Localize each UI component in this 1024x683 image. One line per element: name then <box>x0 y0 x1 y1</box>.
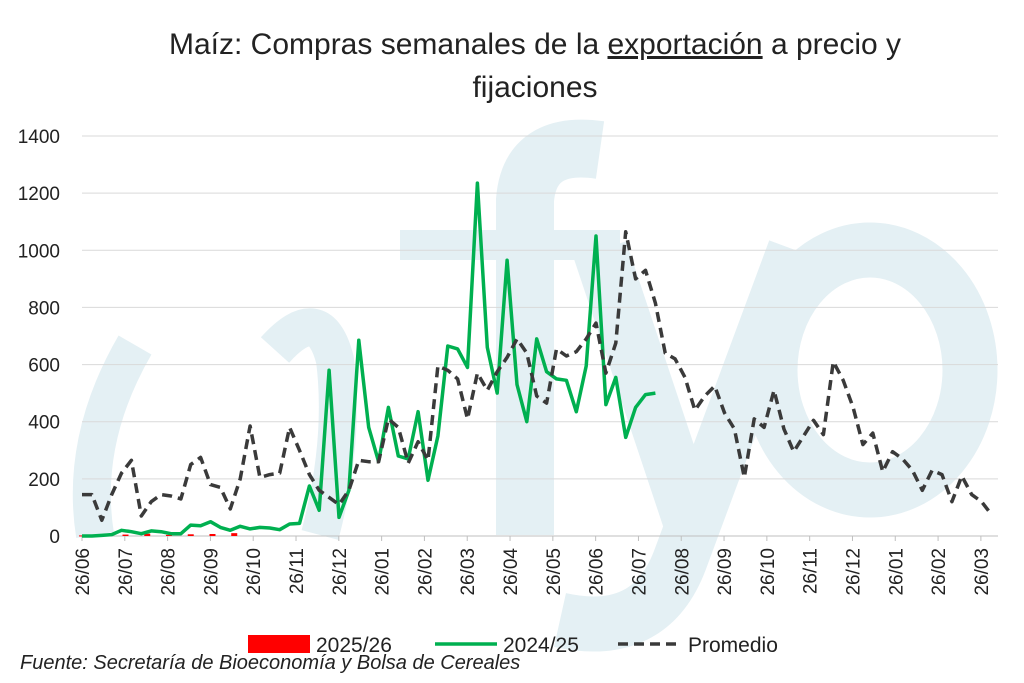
y-tick-label: 800 <box>28 298 60 319</box>
x-tick-label: 26/09 <box>715 548 736 596</box>
legend-label-promedio: Promedio <box>688 634 778 657</box>
x-tick-label: 26/03 <box>458 548 479 596</box>
x-tick-label: 26/05 <box>544 548 565 596</box>
x-tick-label: 26/01 <box>886 548 907 596</box>
watermark-f-stem <box>496 119 605 535</box>
x-tick-label: 26/11 <box>287 548 308 594</box>
x-tick-label: 26/02 <box>929 548 950 596</box>
bar-2025-26 <box>231 533 238 536</box>
legend-label-2024-25: 2024/25 <box>503 634 579 657</box>
y-tick-label: 1000 <box>18 241 60 262</box>
x-tick-label: 26/06 <box>587 548 608 596</box>
x-tick-label: 26/02 <box>415 548 436 596</box>
x-axis: 26/06 26/07 26/08 26/09 26/10 26/11 26/12 26/01… <box>73 535 998 596</box>
bar-2025-26 <box>209 534 216 536</box>
bar-2025-26 <box>144 533 151 536</box>
chart-title-line2: fijaciones <box>472 71 597 104</box>
x-tick-label: 26/09 <box>201 548 222 596</box>
legend: 2025/26 2024/25 Promedio <box>248 634 778 657</box>
y-tick-label: 0 <box>49 527 60 548</box>
legend-label-2025-26: 2025/26 <box>316 634 392 657</box>
x-tick-label: 26/07 <box>629 548 650 596</box>
bar-2025-26 <box>187 534 194 536</box>
series <box>79 181 993 538</box>
x-tick-label: 26/06 <box>73 548 94 596</box>
x-tick-label: 26/08 <box>672 548 693 596</box>
watermark-y <box>554 240 821 652</box>
y-tick-label: 600 <box>28 356 60 377</box>
watermark-logo <box>72 119 998 652</box>
x-tick-label: 26/08 <box>159 548 180 596</box>
source-note: Fuente: Secretaría de Bioeconomía y Bols… <box>20 652 521 674</box>
watermark-paren <box>260 308 357 540</box>
x-tick-label: 26/10 <box>758 548 779 596</box>
chart-title-line1: Maíz: Compras semanales de la exportació… <box>169 28 901 61</box>
y-tick-label: 1400 <box>18 127 60 148</box>
series-line-2024-25 <box>82 181 656 538</box>
bar-2025-26 <box>165 534 172 536</box>
x-tick-label: 26/01 <box>373 548 394 596</box>
watermark-o <box>742 222 998 518</box>
series-line-promedio <box>82 229 993 523</box>
y-tick-label: 200 <box>28 470 60 491</box>
x-tick-label: 26/03 <box>972 548 993 596</box>
x-tick-label: 26/04 <box>501 548 522 596</box>
bar-2025-26 <box>122 534 129 536</box>
x-tick-label: 26/10 <box>244 548 265 596</box>
legend-swatch-2025-26 <box>248 635 310 653</box>
x-tick-label: 26/12 <box>843 548 864 596</box>
x-tick-label: 26/12 <box>330 548 351 596</box>
x-tick-label: 26/07 <box>116 548 137 596</box>
grid <box>82 135 998 537</box>
y-tick-label: 400 <box>28 413 60 434</box>
y-tick-label: 1200 <box>18 184 60 205</box>
x-tick-label: 26/11 <box>801 548 822 594</box>
watermark-c <box>72 335 152 538</box>
y-axis: 0 200 400 600 800 1000 1200 1400 <box>18 127 60 548</box>
